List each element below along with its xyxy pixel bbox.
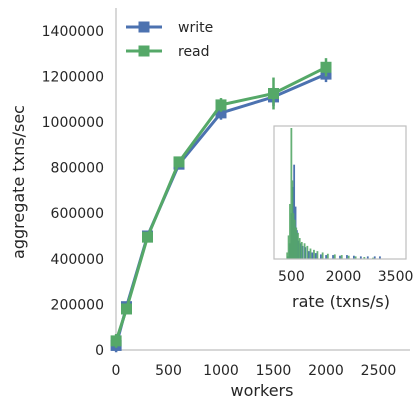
histogram-bar-write <box>325 255 328 259</box>
data-point-read <box>173 156 185 168</box>
histogram-bar-write <box>373 256 376 259</box>
series-read <box>110 58 332 348</box>
main-axes <box>115 8 410 351</box>
main-x-tick-label: 1000 <box>203 363 239 379</box>
histogram-bar-read <box>295 227 298 259</box>
data-point-read <box>268 88 279 99</box>
legend: write read <box>126 20 213 60</box>
inset-x-tick-label: 2000 <box>326 269 362 285</box>
main-x-ticks: 0 500 1000 1500 2000 2500 <box>112 363 397 379</box>
histogram-bar-write <box>379 256 381 259</box>
main-y-tick-label: 1000000 <box>42 115 104 131</box>
histogram-bar-write <box>319 254 322 259</box>
histogram-bar-read <box>347 255 350 259</box>
inset-axes <box>273 125 407 260</box>
data-point-read <box>320 61 332 73</box>
main-y-ticks: 0 200000 400000 600000 800000 1000000 1200000 1… <box>42 24 104 359</box>
main-x-tick-label: 2500 <box>361 363 397 379</box>
main-y-tick-label: 1400000 <box>42 24 104 40</box>
histogram-bar-read <box>326 253 329 259</box>
main-y-tick-label: 1200000 <box>42 69 104 85</box>
legend-label-write: write <box>178 20 213 36</box>
histogram-bar-read <box>321 252 324 259</box>
inset-x-ticks: 500 2000 3500 <box>278 269 413 285</box>
histogram-bar-write <box>307 251 310 259</box>
histogram-bar-read <box>333 254 336 259</box>
inset-bars <box>286 128 381 259</box>
histogram-bar-write <box>332 255 334 259</box>
histogram-bar-write <box>359 256 362 259</box>
main-y-tick-label: 800000 <box>51 161 104 177</box>
histogram-bar-read <box>363 257 366 259</box>
data-point-read <box>215 99 227 111</box>
histogram-bar-read <box>372 257 374 259</box>
inset-x-tick-label: 3500 <box>378 269 414 285</box>
legend-marker-read <box>138 45 150 57</box>
inset-chart: 500 2000 3500 rate (txns/s) <box>273 125 413 311</box>
histogram-bar-read <box>309 248 312 259</box>
histogram-bar-read <box>292 213 295 259</box>
main-x-tick-label: 1500 <box>256 363 292 379</box>
histogram-bar-read <box>340 255 343 259</box>
inset-frame <box>273 125 407 260</box>
inset-x-tick-label: 500 <box>278 269 305 285</box>
histogram-bar-read <box>287 235 290 259</box>
histogram-bar-read <box>293 219 296 259</box>
histogram-bar-write <box>293 164 296 259</box>
data-point-write <box>215 107 227 119</box>
legend-label-read: read <box>178 44 210 60</box>
histogram-bar-read <box>289 203 291 259</box>
histogram-bar-write <box>314 253 317 259</box>
histogram-bar-read <box>291 180 294 259</box>
histogram-bar-read <box>286 252 289 259</box>
data-point-read <box>121 303 132 315</box>
histogram-bar-read <box>354 256 357 259</box>
histogram-bar-read <box>297 232 299 259</box>
main-x-axis-label: workers <box>231 381 294 400</box>
legend-marker-write <box>138 21 150 33</box>
histogram-bar-write <box>366 256 369 259</box>
histogram-bar-write <box>352 255 355 259</box>
inset-x-axis-label: rate (txns/s) <box>292 292 390 311</box>
main-y-tick-label: 0 <box>95 343 104 359</box>
main-x-tick-label: 2000 <box>308 363 344 379</box>
histogram-bar-write <box>311 252 314 259</box>
histogram-bar-read <box>303 243 306 259</box>
main-y-tick-label: 200000 <box>51 297 104 313</box>
histogram-bar-write <box>346 255 348 259</box>
histogram-bar-read <box>313 249 315 259</box>
histogram-bar-read <box>300 241 303 259</box>
data-point-read <box>142 231 153 243</box>
histogram-read <box>286 128 374 259</box>
histogram-bar-read <box>306 245 309 259</box>
main-series <box>110 58 332 353</box>
main-x-tick-label: 500 <box>155 363 182 379</box>
histogram-bar-read <box>290 128 293 259</box>
main-x-tick-label: 0 <box>112 363 121 379</box>
data-point-read <box>110 335 122 347</box>
main-y-tick-label: 600000 <box>51 206 104 222</box>
histogram-bar-read <box>298 238 301 259</box>
histogram-bar-read <box>316 251 319 259</box>
main-y-axis-label: aggregate txns/sec <box>9 105 28 259</box>
main-chart: 0 500 1000 1500 2000 2500 0 200000 400000 600000… <box>9 8 410 400</box>
histogram-bar-write <box>339 255 341 259</box>
main-y-tick-label: 400000 <box>51 252 104 268</box>
